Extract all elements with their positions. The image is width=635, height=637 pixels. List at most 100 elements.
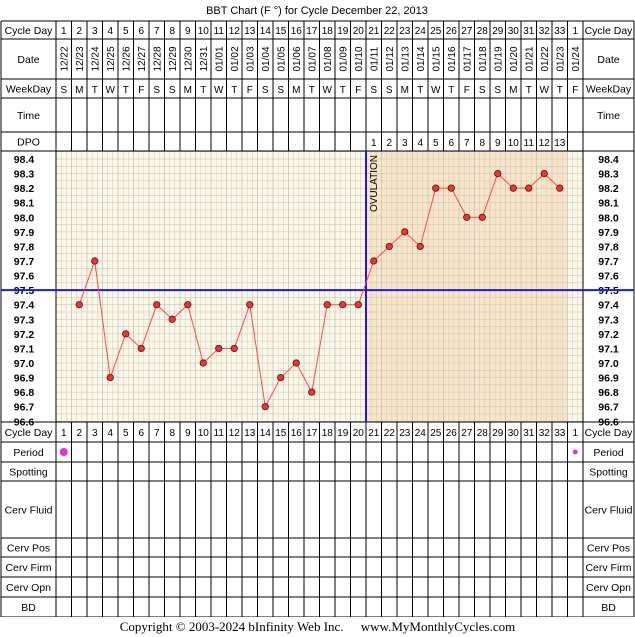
cycle-day-label-bottom: 19 xyxy=(337,428,349,439)
dpo-label: 1 xyxy=(371,138,377,149)
cycle-day-label-bottom: 7 xyxy=(154,428,160,439)
y-tick-label-right: 98.4 xyxy=(598,154,619,166)
cycle-day-label: 7 xyxy=(154,26,160,37)
y-tick-label-right: 96.9 xyxy=(598,373,619,385)
temperature-point xyxy=(354,301,362,309)
temperature-point xyxy=(168,315,176,323)
ovulation-label: OVULATION xyxy=(369,155,380,212)
temperature-point xyxy=(106,373,114,382)
cycle-day-label-bottom: 33 xyxy=(554,428,566,439)
y-tick-label: 97.2 xyxy=(14,329,35,341)
y-tick-label-right: 97.1 xyxy=(598,343,619,355)
y-tick-label-right: 97.7 xyxy=(598,256,619,268)
temperature-point xyxy=(323,301,331,309)
temperature-segment xyxy=(233,304,251,349)
cycle-day-label: 21 xyxy=(368,26,380,37)
cycle-day-label: 9 xyxy=(185,26,191,37)
temperature-point xyxy=(137,344,145,353)
date-label: 01/17 xyxy=(462,46,473,71)
weekday-label: S xyxy=(169,85,176,96)
date-label: 12/27 xyxy=(137,46,148,71)
temperature-point xyxy=(416,242,424,251)
temperature-point xyxy=(494,169,502,178)
cycle-day-label-bottom: 16 xyxy=(291,428,303,439)
date-label: 01/02 xyxy=(230,46,241,71)
chart-title: BBT Chart (F °) for Cycle December 22, 2… xyxy=(206,5,428,17)
cycle-day-label-bottom: 22 xyxy=(384,428,396,439)
y-tick-label: 97.6 xyxy=(14,271,35,283)
row-label-bd: BD xyxy=(21,602,36,614)
y-tick-label-right: 98.2 xyxy=(598,183,619,195)
temperature-point xyxy=(246,301,254,309)
cycle-day-label: 8 xyxy=(169,26,175,37)
cycle-day-label: 6 xyxy=(138,26,144,37)
row-label-weekday: WeekDay xyxy=(6,84,52,96)
temperature-segment xyxy=(295,362,313,393)
cycle-day-label: 22 xyxy=(384,26,396,37)
date-label: 12/23 xyxy=(75,46,86,71)
cycle-day-label-bottom: 26 xyxy=(446,428,458,439)
cycle-day-label-bottom: 20 xyxy=(353,428,365,439)
dpo-label: 10 xyxy=(508,138,520,149)
y-tick-label-right: 98.1 xyxy=(598,198,619,210)
cycle-day-label: 1 xyxy=(572,26,578,37)
cycle-day-label-bottom: 5 xyxy=(123,428,129,439)
date-label: 01/07 xyxy=(307,46,318,71)
row-label-cycle-day: Cycle Day xyxy=(5,427,54,439)
cycle-day-label: 10 xyxy=(198,26,210,37)
weekday-label: W xyxy=(540,85,550,96)
y-tick-label-right: 97.6 xyxy=(598,271,619,283)
temperature-segment xyxy=(109,333,127,378)
y-tick-label: 98.3 xyxy=(14,169,35,181)
cycle-day-label-bottom: 2 xyxy=(76,428,82,439)
dpo-label: 13 xyxy=(554,138,566,149)
temperature-point xyxy=(261,403,269,411)
cycle-day-label-bottom: 31 xyxy=(523,428,535,439)
y-tick-label-right: 96.6 xyxy=(598,416,619,428)
cycle-day-label: 27 xyxy=(461,26,473,37)
date-label: 12/24 xyxy=(90,46,101,71)
dpo-label: 8 xyxy=(479,138,485,149)
y-tick-label-right: 98.0 xyxy=(598,212,619,224)
y-tick-label-right: 97.2 xyxy=(598,329,619,341)
date-label: 01/01 xyxy=(214,46,225,71)
cycle-day-label: 24 xyxy=(415,26,427,37)
temperature-point xyxy=(184,301,192,309)
cycle-day-label-bottom: 18 xyxy=(322,428,334,439)
temperature-point xyxy=(432,184,440,192)
weekday-label: F xyxy=(138,85,144,96)
cycle-day-label-bottom: 15 xyxy=(275,428,287,439)
period-dot xyxy=(572,449,578,455)
site-link[interactable]: www.MyMonthlyCycles.com xyxy=(360,619,516,634)
y-tick-label-right: 96.7 xyxy=(598,402,619,414)
date-label: 01/23 xyxy=(555,46,566,71)
row-label-right-cerv-fluid: Cerv Fluid xyxy=(585,505,633,517)
cycle-day-label-bottom: 12 xyxy=(229,428,241,439)
cycle-day-label-bottom: 11 xyxy=(214,428,225,439)
cycle-day-label-bottom: 29 xyxy=(492,428,504,439)
temperature-segment xyxy=(140,304,158,349)
temperature-point xyxy=(199,359,207,367)
cycle-day-label-bottom: 30 xyxy=(508,428,520,439)
y-tick-label: 97.9 xyxy=(14,227,35,239)
cycle-day-label-bottom: 14 xyxy=(260,428,272,439)
temperature-point xyxy=(230,344,238,353)
y-tick-label: 97.4 xyxy=(14,300,35,312)
cycle-day-label: 13 xyxy=(244,26,256,37)
date-label: 01/05 xyxy=(276,46,287,71)
cycle-day-label-bottom: 17 xyxy=(306,428,318,439)
weekday-label: T xyxy=(123,85,129,96)
cycle-day-label: 1 xyxy=(61,26,67,37)
row-label-date: Date xyxy=(17,54,39,66)
temperature-point xyxy=(91,257,99,265)
temperature-point xyxy=(308,388,316,396)
y-tick-label-right: 98.3 xyxy=(598,169,619,181)
cycle-day-label-bottom: 23 xyxy=(399,428,411,439)
cycle-day-label: 32 xyxy=(539,26,551,37)
y-tick-label: 96.9 xyxy=(14,373,35,385)
date-label: 01/21 xyxy=(524,46,535,71)
weekday-label: M xyxy=(509,85,517,96)
dpo-label: 6 xyxy=(448,138,454,149)
dpo-label: 4 xyxy=(417,138,423,149)
temperature-point xyxy=(75,301,83,309)
